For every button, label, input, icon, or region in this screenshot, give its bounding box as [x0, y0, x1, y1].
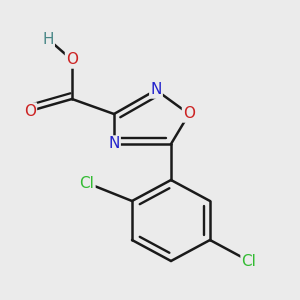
Text: O: O [24, 103, 36, 118]
Text: N: N [108, 136, 120, 152]
Text: Cl: Cl [80, 176, 94, 190]
Text: H: H [42, 32, 54, 46]
Text: Cl: Cl [242, 254, 256, 268]
Text: N: N [150, 82, 162, 98]
Text: O: O [66, 52, 78, 68]
Text: O: O [183, 106, 195, 122]
